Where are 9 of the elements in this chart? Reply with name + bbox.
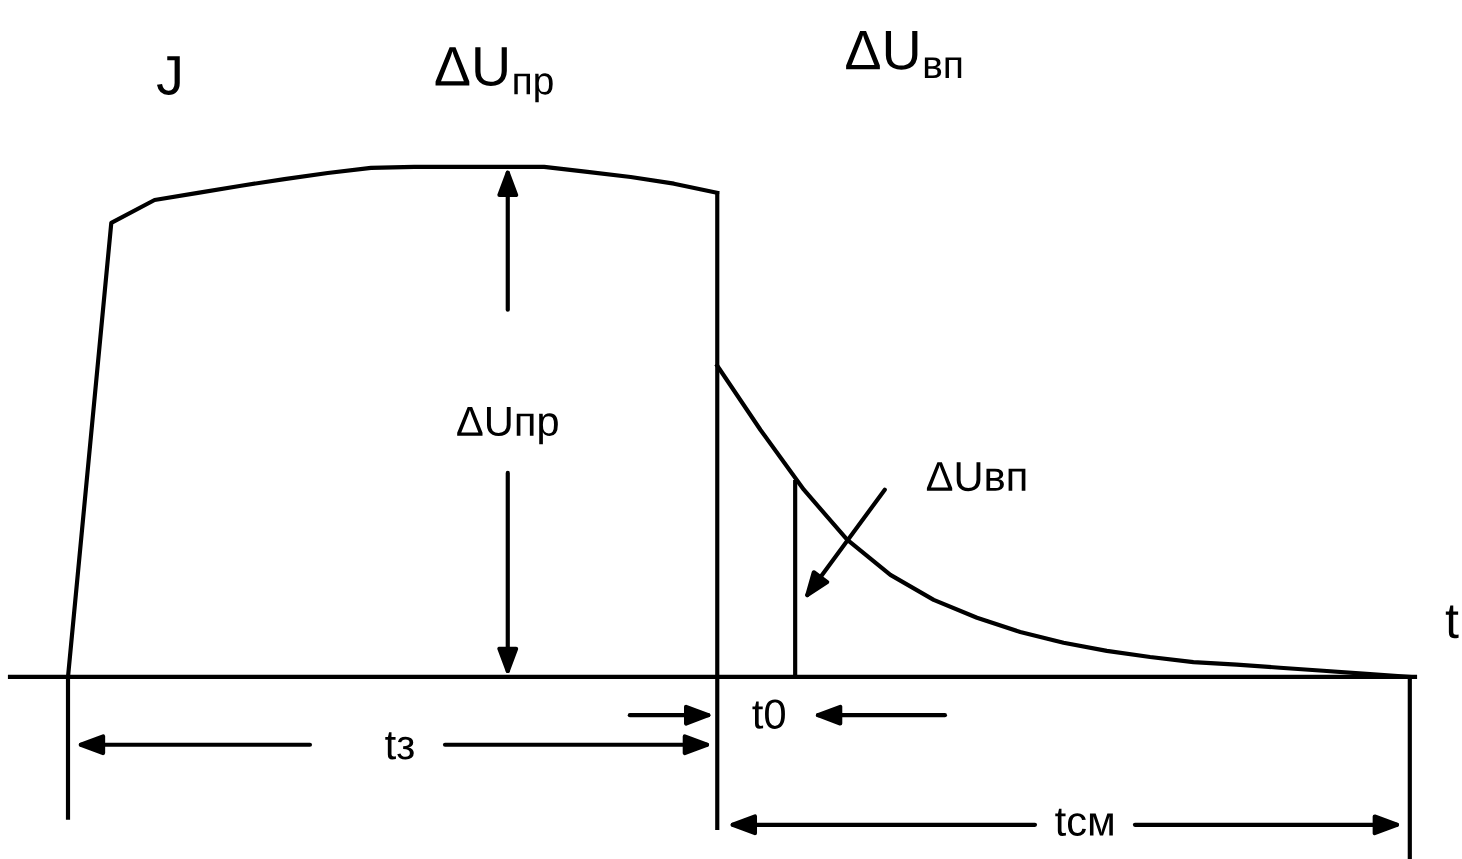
text: J bbox=[156, 56, 180, 95]
text: ΔU$_{пр}$ bbox=[435, 47, 553, 103]
text: tсм bbox=[1055, 808, 1113, 837]
text: tз bbox=[385, 732, 414, 760]
text: ΔU$_{вп}$ bbox=[846, 31, 962, 79]
text: t0 bbox=[752, 699, 785, 729]
annotation: ΔUвп bbox=[926, 462, 1026, 492]
text: t bbox=[1445, 605, 1459, 639]
annotation: ΔUпр bbox=[457, 407, 558, 445]
